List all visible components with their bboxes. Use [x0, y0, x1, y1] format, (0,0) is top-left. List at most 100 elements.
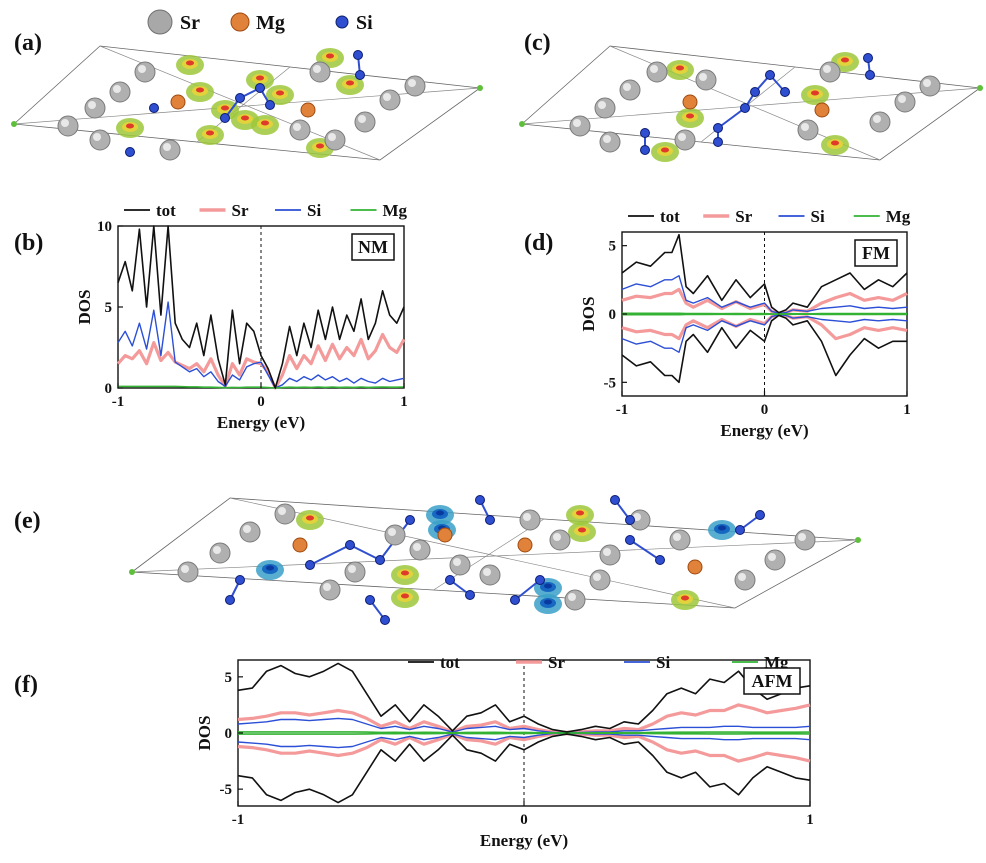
si-atom-icon	[149, 103, 159, 113]
sr-atom-icon	[695, 69, 717, 91]
corner-atom-icon	[855, 537, 861, 543]
sr-atom-highlight-icon	[553, 533, 561, 541]
sr-atom-highlight-icon	[798, 533, 806, 541]
series-line-tot	[237, 662, 811, 733]
sr-atom-highlight-icon	[523, 513, 531, 521]
x-tick-label: 0	[761, 402, 769, 418]
sr-atom-highlight-icon	[898, 95, 906, 103]
si-bond	[349, 544, 381, 561]
si-atom-icon	[625, 515, 635, 525]
charge-density-peak-icon	[661, 147, 669, 153]
sr-atom-highlight-icon	[413, 543, 421, 551]
state-label: FM	[862, 243, 890, 263]
y-axis-label: DOS	[75, 290, 94, 325]
sr-atom-icon	[409, 539, 431, 561]
si-atom-icon	[863, 53, 873, 63]
legend-label-sr: Sr	[735, 207, 752, 226]
charge-density-peak-icon	[326, 53, 334, 59]
sr-atom-icon	[869, 111, 891, 133]
sr-atom-highlight-icon	[603, 548, 611, 556]
si-atom-icon	[780, 87, 790, 97]
si-atom-icon	[305, 560, 315, 570]
x-tick-label: -1	[616, 402, 629, 418]
sr-atom-highlight-icon	[923, 79, 931, 87]
si-atom-icon	[640, 128, 650, 138]
series-line-Mg-spin-down	[238, 732, 811, 735]
sr-atom-highlight-icon	[313, 65, 321, 73]
charge-density-peak-icon	[241, 115, 249, 121]
charge-density-peak-icon	[186, 60, 194, 66]
sr-atom-icon	[319, 579, 341, 601]
sr-atom-highlight-icon	[138, 65, 146, 73]
y-axis-label: DOS	[195, 716, 214, 751]
si-bond	[514, 579, 541, 601]
charge-density-peak-icon	[206, 130, 214, 136]
si-atom-icon	[735, 525, 745, 535]
sr-atom-legend-icon	[147, 9, 173, 35]
sr-atom-icon	[646, 61, 668, 83]
si-atom-icon	[380, 615, 390, 625]
sr-atom-highlight-icon	[163, 143, 171, 151]
si-atom-icon	[220, 113, 230, 123]
sr-atom-highlight-icon	[278, 507, 286, 515]
legend-sr-label: Sr	[180, 12, 200, 34]
mg-atom-icon	[300, 102, 316, 118]
series-line-Si	[237, 717, 811, 734]
sr-atom-icon	[384, 524, 406, 546]
sr-atom-icon	[919, 75, 941, 97]
sr-atom-icon	[209, 542, 231, 564]
si-atom-icon	[713, 137, 723, 147]
si-atom-icon	[865, 70, 875, 80]
mg-atom-legend-icon	[230, 12, 250, 32]
sr-atom-highlight-icon	[650, 65, 658, 73]
si-atom-icon	[765, 70, 775, 80]
sr-atom-icon	[344, 561, 366, 583]
sr-atom-highlight-icon	[388, 528, 396, 536]
legend-label-si: Si	[656, 653, 670, 672]
sr-atom-icon	[594, 97, 616, 119]
x-tick-label: 1	[806, 812, 814, 828]
charge-density-peak-icon	[256, 75, 264, 81]
si-atom-icon	[750, 87, 760, 97]
state-label: AFM	[752, 671, 793, 691]
si-atom-icon	[625, 535, 635, 545]
mg-atom-icon	[292, 537, 308, 553]
series-line-Sr	[621, 287, 908, 315]
series-line-tot	[621, 233, 908, 314]
si-atom-legend-icon	[335, 15, 349, 29]
series-line-Si_spin_down	[621, 314, 908, 353]
si-atom-icon	[235, 575, 245, 585]
sr-atom-highlight-icon	[213, 546, 221, 554]
panel-label-a: (a)	[14, 30, 42, 56]
dos-chart-fm: -1 0 1 -5 0 5 Energy (eV) DOS tot Sr Si Mg FM	[579, 207, 911, 440]
state-label: NM	[358, 237, 388, 257]
sr-atom-icon	[549, 529, 571, 551]
series-line-Mg-spin-down	[622, 313, 908, 316]
charge-density-peak-icon	[544, 583, 552, 589]
panel-label-d: (d)	[524, 230, 554, 256]
x-tick-label: -1	[232, 812, 245, 828]
si-atom-icon	[235, 93, 245, 103]
sr-atom-icon	[797, 119, 819, 141]
structure-nm-cell	[11, 45, 483, 161]
panel-label-c: (c)	[524, 30, 551, 56]
structure-fm-cell	[519, 45, 983, 162]
si-atom-icon	[345, 540, 355, 550]
sr-atom-highlight-icon	[61, 119, 69, 127]
sr-atom-highlight-icon	[623, 83, 631, 91]
charge-density-peak-icon	[686, 113, 694, 119]
sr-atom-highlight-icon	[181, 565, 189, 573]
structure-afm-cell	[129, 495, 861, 625]
si-atom-icon	[640, 145, 650, 155]
sr-atom-icon	[569, 115, 591, 137]
sr-atom-icon	[177, 561, 199, 583]
si-atom-icon	[740, 103, 750, 113]
charge-density-peak-icon	[346, 80, 354, 86]
charge-density-peak-icon	[221, 105, 229, 111]
sr-atom-highlight-icon	[93, 133, 101, 141]
si-atom-icon	[485, 515, 495, 525]
si-atom-icon	[445, 575, 455, 585]
sr-atom-icon	[794, 529, 816, 551]
si-atom-icon	[755, 510, 765, 520]
